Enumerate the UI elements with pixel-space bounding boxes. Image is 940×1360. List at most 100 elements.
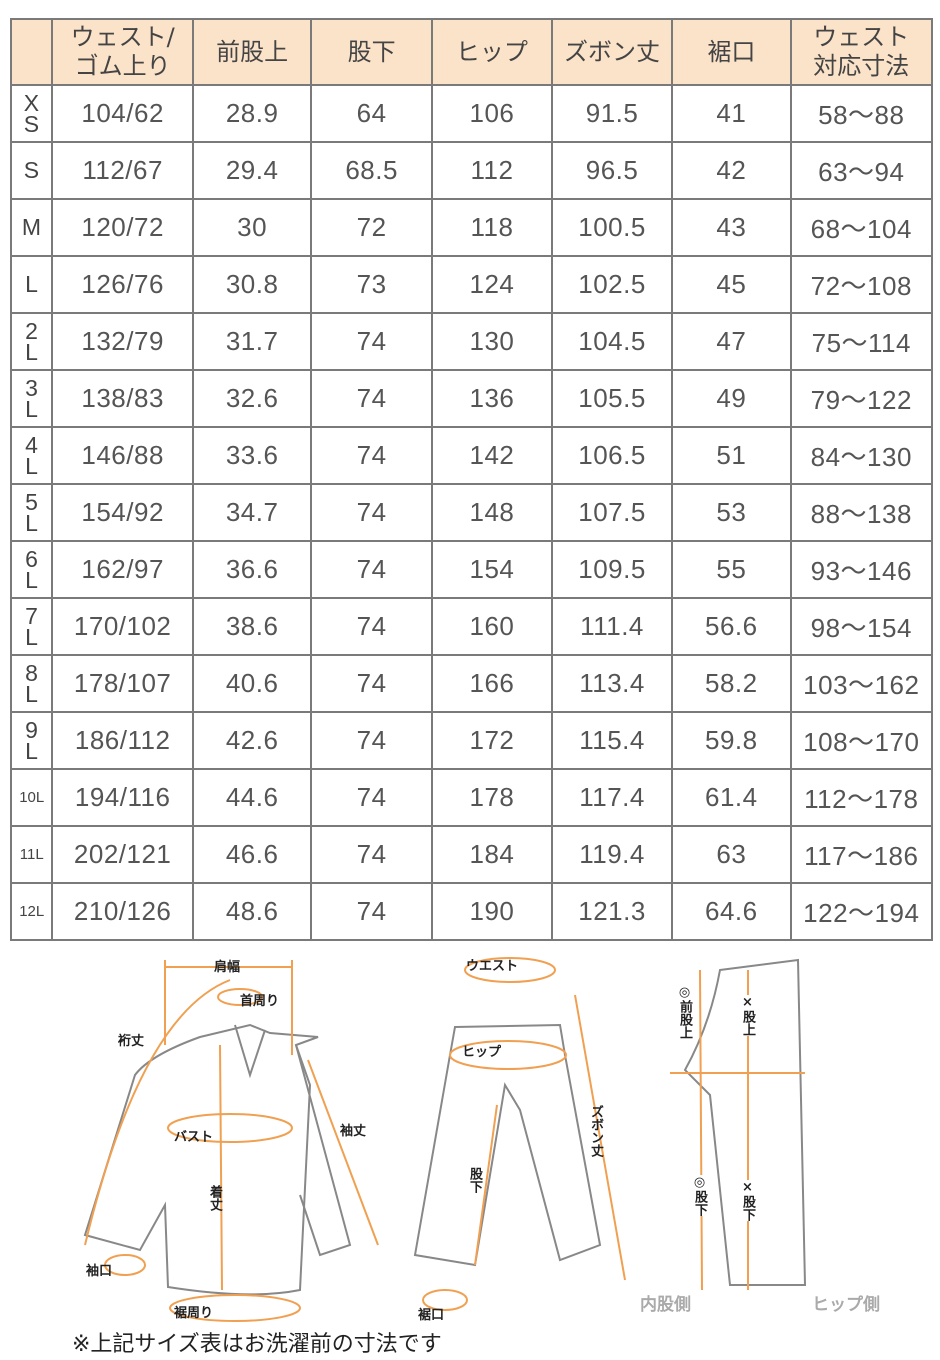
table-cell: 41 bbox=[671, 84, 792, 143]
table-cell: 136 bbox=[430, 369, 554, 428]
label-cuff: 袖口 bbox=[86, 1264, 113, 1279]
table-cell: 102.5 bbox=[551, 255, 674, 314]
table-cell: 68.5 bbox=[310, 141, 433, 200]
column-header: ウェスト/ ゴム上り bbox=[51, 18, 194, 86]
table-cell: 32.6 bbox=[191, 369, 313, 428]
table-cell: 104/62 bbox=[51, 84, 194, 143]
table-cell: 46.6 bbox=[191, 825, 313, 884]
size-label: 7 L bbox=[9, 597, 54, 656]
table-cell: 93～146 bbox=[789, 540, 934, 599]
garment-illustration bbox=[83, 957, 807, 1322]
table-cell: 44.6 bbox=[191, 768, 313, 827]
table-cell: 75～114 bbox=[789, 312, 934, 371]
column-header: 裾口 bbox=[671, 18, 792, 86]
table-cell: 115.4 bbox=[551, 711, 674, 770]
table-row: 5 L 154/92 34.7 74 148 107.5 53 88～138 bbox=[9, 483, 934, 542]
table-cell: 49 bbox=[671, 369, 792, 428]
table-cell: 122～194 bbox=[789, 882, 934, 941]
table-cell: 34.7 bbox=[191, 483, 313, 542]
column-header: 前股上 bbox=[191, 18, 313, 86]
size-label: 8 L bbox=[9, 654, 54, 713]
table-cell: 29.4 bbox=[191, 141, 313, 200]
table-row: 12L 210/126 48.6 74 190 121.3 64.6 122～194 bbox=[9, 882, 934, 941]
table-cell: 63～94 bbox=[789, 141, 934, 200]
table-cell: 59.8 bbox=[671, 711, 792, 770]
table-cell: 108～170 bbox=[789, 711, 934, 770]
table-cell: 40.6 bbox=[191, 654, 313, 713]
table-cell: 130 bbox=[430, 312, 554, 371]
table-row: L 126/76 30.8 73 124 102.5 45 72～108 bbox=[9, 255, 934, 314]
label-front-rise: ◎前股上 bbox=[677, 985, 692, 1039]
header-row: ウェスト/ ゴム上り 前股上 股下 ヒップ ズボン丈 裾口 ウェスト 対応寸法 bbox=[9, 18, 934, 86]
table-cell: 126/76 bbox=[51, 255, 194, 314]
table-cell: 148 bbox=[430, 483, 554, 542]
size-label: 9 L bbox=[9, 711, 54, 770]
label-inseam-x: ×股下 bbox=[740, 1180, 755, 1221]
label-hip-side: ヒップ側 bbox=[812, 1295, 880, 1315]
table-cell: 74 bbox=[310, 540, 433, 599]
table-cell: 117.4 bbox=[551, 768, 674, 827]
table-cell: 160 bbox=[430, 597, 554, 656]
table-cell: 124 bbox=[430, 255, 554, 314]
table-cell: 74 bbox=[310, 426, 433, 485]
table-cell: 132/79 bbox=[51, 312, 194, 371]
table-cell: 194/116 bbox=[51, 768, 194, 827]
footnote: ※上記サイズ表はお洗濯前の寸法です bbox=[72, 1332, 442, 1357]
table-row: 6 L 162/97 36.6 74 154 109.5 55 93～146 bbox=[9, 540, 934, 599]
table-cell: 56.6 bbox=[671, 597, 792, 656]
table-cell: 64 bbox=[310, 84, 433, 143]
size-label: M bbox=[9, 198, 54, 257]
table-row: 10L 194/116 44.6 74 178 117.4 61.4 112～178 bbox=[9, 768, 934, 827]
table-cell: 120/72 bbox=[51, 198, 194, 257]
table-cell: 142 bbox=[430, 426, 554, 485]
column-header: ウェスト 対応寸法 bbox=[789, 18, 934, 86]
table-cell: 74 bbox=[310, 825, 433, 884]
column-header: ズボン丈 bbox=[551, 18, 674, 86]
table-cell: 106 bbox=[430, 84, 554, 143]
label-hem: 裾周り bbox=[174, 1306, 214, 1321]
table-cell: 74 bbox=[310, 768, 433, 827]
measure-lines bbox=[84, 957, 805, 1322]
table-cell: 162/97 bbox=[51, 540, 194, 599]
table-cell: 111.4 bbox=[551, 597, 674, 656]
table-cell: 73 bbox=[310, 255, 433, 314]
table-cell: 30 bbox=[191, 198, 313, 257]
table-row: 8 L 178/107 40.6 74 166 113.4 58.2 103～162 bbox=[9, 654, 934, 713]
size-label: S bbox=[9, 141, 54, 200]
table-cell: 43 bbox=[671, 198, 792, 257]
table-cell: 91.5 bbox=[551, 84, 674, 143]
size-label: 3 L bbox=[9, 369, 54, 428]
table-cell: 118 bbox=[430, 198, 554, 257]
table-cell: 74 bbox=[310, 711, 433, 770]
table-cell: 112/67 bbox=[51, 141, 194, 200]
size-label: X S bbox=[9, 84, 54, 143]
label-length: 着丈 bbox=[207, 1185, 222, 1211]
table-cell: 63 bbox=[671, 825, 792, 884]
table-cell: 103～162 bbox=[789, 654, 934, 713]
column-header bbox=[9, 18, 54, 86]
size-label: 5 L bbox=[9, 483, 54, 542]
table-row: 3 L 138/83 32.6 74 136 105.5 49 79～122 bbox=[9, 369, 934, 428]
label-bust: バスト bbox=[174, 1130, 214, 1145]
table-cell: 51 bbox=[671, 426, 792, 485]
table-cell: 186/112 bbox=[51, 711, 194, 770]
table-cell: 58.2 bbox=[671, 654, 792, 713]
table-cell: 104.5 bbox=[551, 312, 674, 371]
table-cell: 117～186 bbox=[789, 825, 934, 884]
column-header: 股下 bbox=[310, 18, 433, 86]
table-row: X S 104/62 28.9 64 106 91.5 41 58～88 bbox=[9, 84, 934, 143]
table-cell: 74 bbox=[310, 882, 433, 941]
table-row: 7 L 170/102 38.6 74 160 111.4 56.6 98～154 bbox=[9, 597, 934, 656]
table-cell: 146/88 bbox=[51, 426, 194, 485]
label-pants-length: ズボン丈 bbox=[588, 1105, 603, 1157]
table-cell: 74 bbox=[310, 369, 433, 428]
size-label: 12L bbox=[9, 882, 54, 941]
table-cell: 79～122 bbox=[789, 369, 934, 428]
shirt-drawing bbox=[83, 1023, 352, 1296]
table-cell: 105.5 bbox=[551, 369, 674, 428]
size-label: 2 L bbox=[9, 312, 54, 371]
table-cell: 154/92 bbox=[51, 483, 194, 542]
label-hip: ヒップ bbox=[462, 1045, 502, 1060]
label-rise-x: ×股上 bbox=[740, 995, 755, 1036]
label-sleeve: 袖丈 bbox=[340, 1124, 367, 1139]
